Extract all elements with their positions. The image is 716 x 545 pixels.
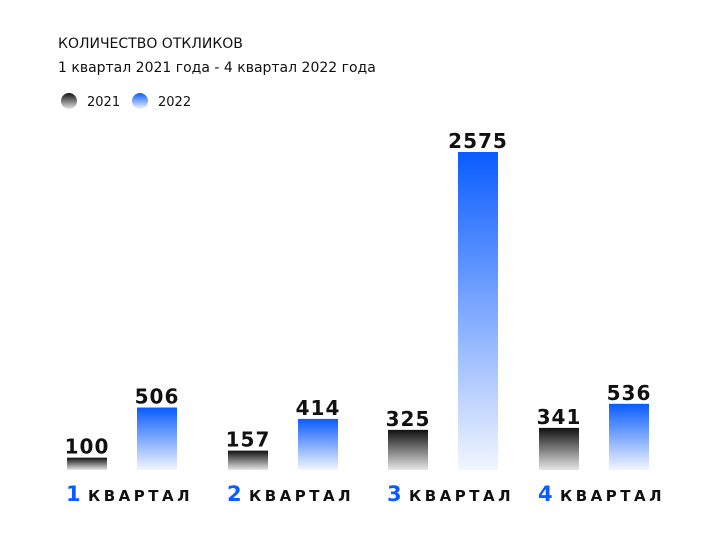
bar [458, 152, 498, 470]
value-label: 414 [296, 396, 341, 420]
category-number: 2 [227, 482, 249, 506]
legend-swatch [132, 93, 148, 109]
x-tick-label: 2 КВАРТАЛ [227, 482, 354, 506]
bar [298, 418, 338, 470]
bar [137, 407, 177, 470]
value-label: 157 [226, 428, 271, 452]
category-number: 1 [66, 482, 88, 506]
value-label: 536 [607, 381, 652, 405]
chart-subtitle: 1 квартал 2021 года - 4 квартал 2022 год… [58, 60, 376, 76]
x-tick-label: 4 КВАРТАЛ [538, 482, 665, 506]
value-label: 341 [537, 405, 582, 429]
category-number: 3 [387, 482, 409, 506]
category-word: КВАРТАЛ [409, 487, 514, 505]
legend-label: 2022 [158, 95, 191, 110]
value-label: 2575 [448, 129, 508, 153]
chart-title: КОЛИЧЕСТВО ОТКЛИКОВ [58, 36, 243, 52]
bar [609, 403, 649, 470]
category-word: КВАРТАЛ [560, 487, 665, 505]
bar [228, 450, 268, 470]
value-label: 325 [386, 407, 431, 431]
legend-label: 2021 [87, 95, 120, 110]
x-tick-label: 1 КВАРТАЛ [66, 482, 193, 506]
bar [539, 427, 579, 470]
value-label: 506 [135, 385, 180, 409]
x-tick-label: 3 КВАРТАЛ [387, 482, 514, 506]
category-word: КВАРТАЛ [249, 487, 354, 505]
bar [388, 429, 428, 470]
bar [67, 457, 107, 470]
legend-swatch [61, 93, 77, 109]
category-word: КВАРТАЛ [88, 487, 193, 505]
category-number: 4 [538, 482, 560, 506]
value-label: 100 [65, 435, 110, 459]
